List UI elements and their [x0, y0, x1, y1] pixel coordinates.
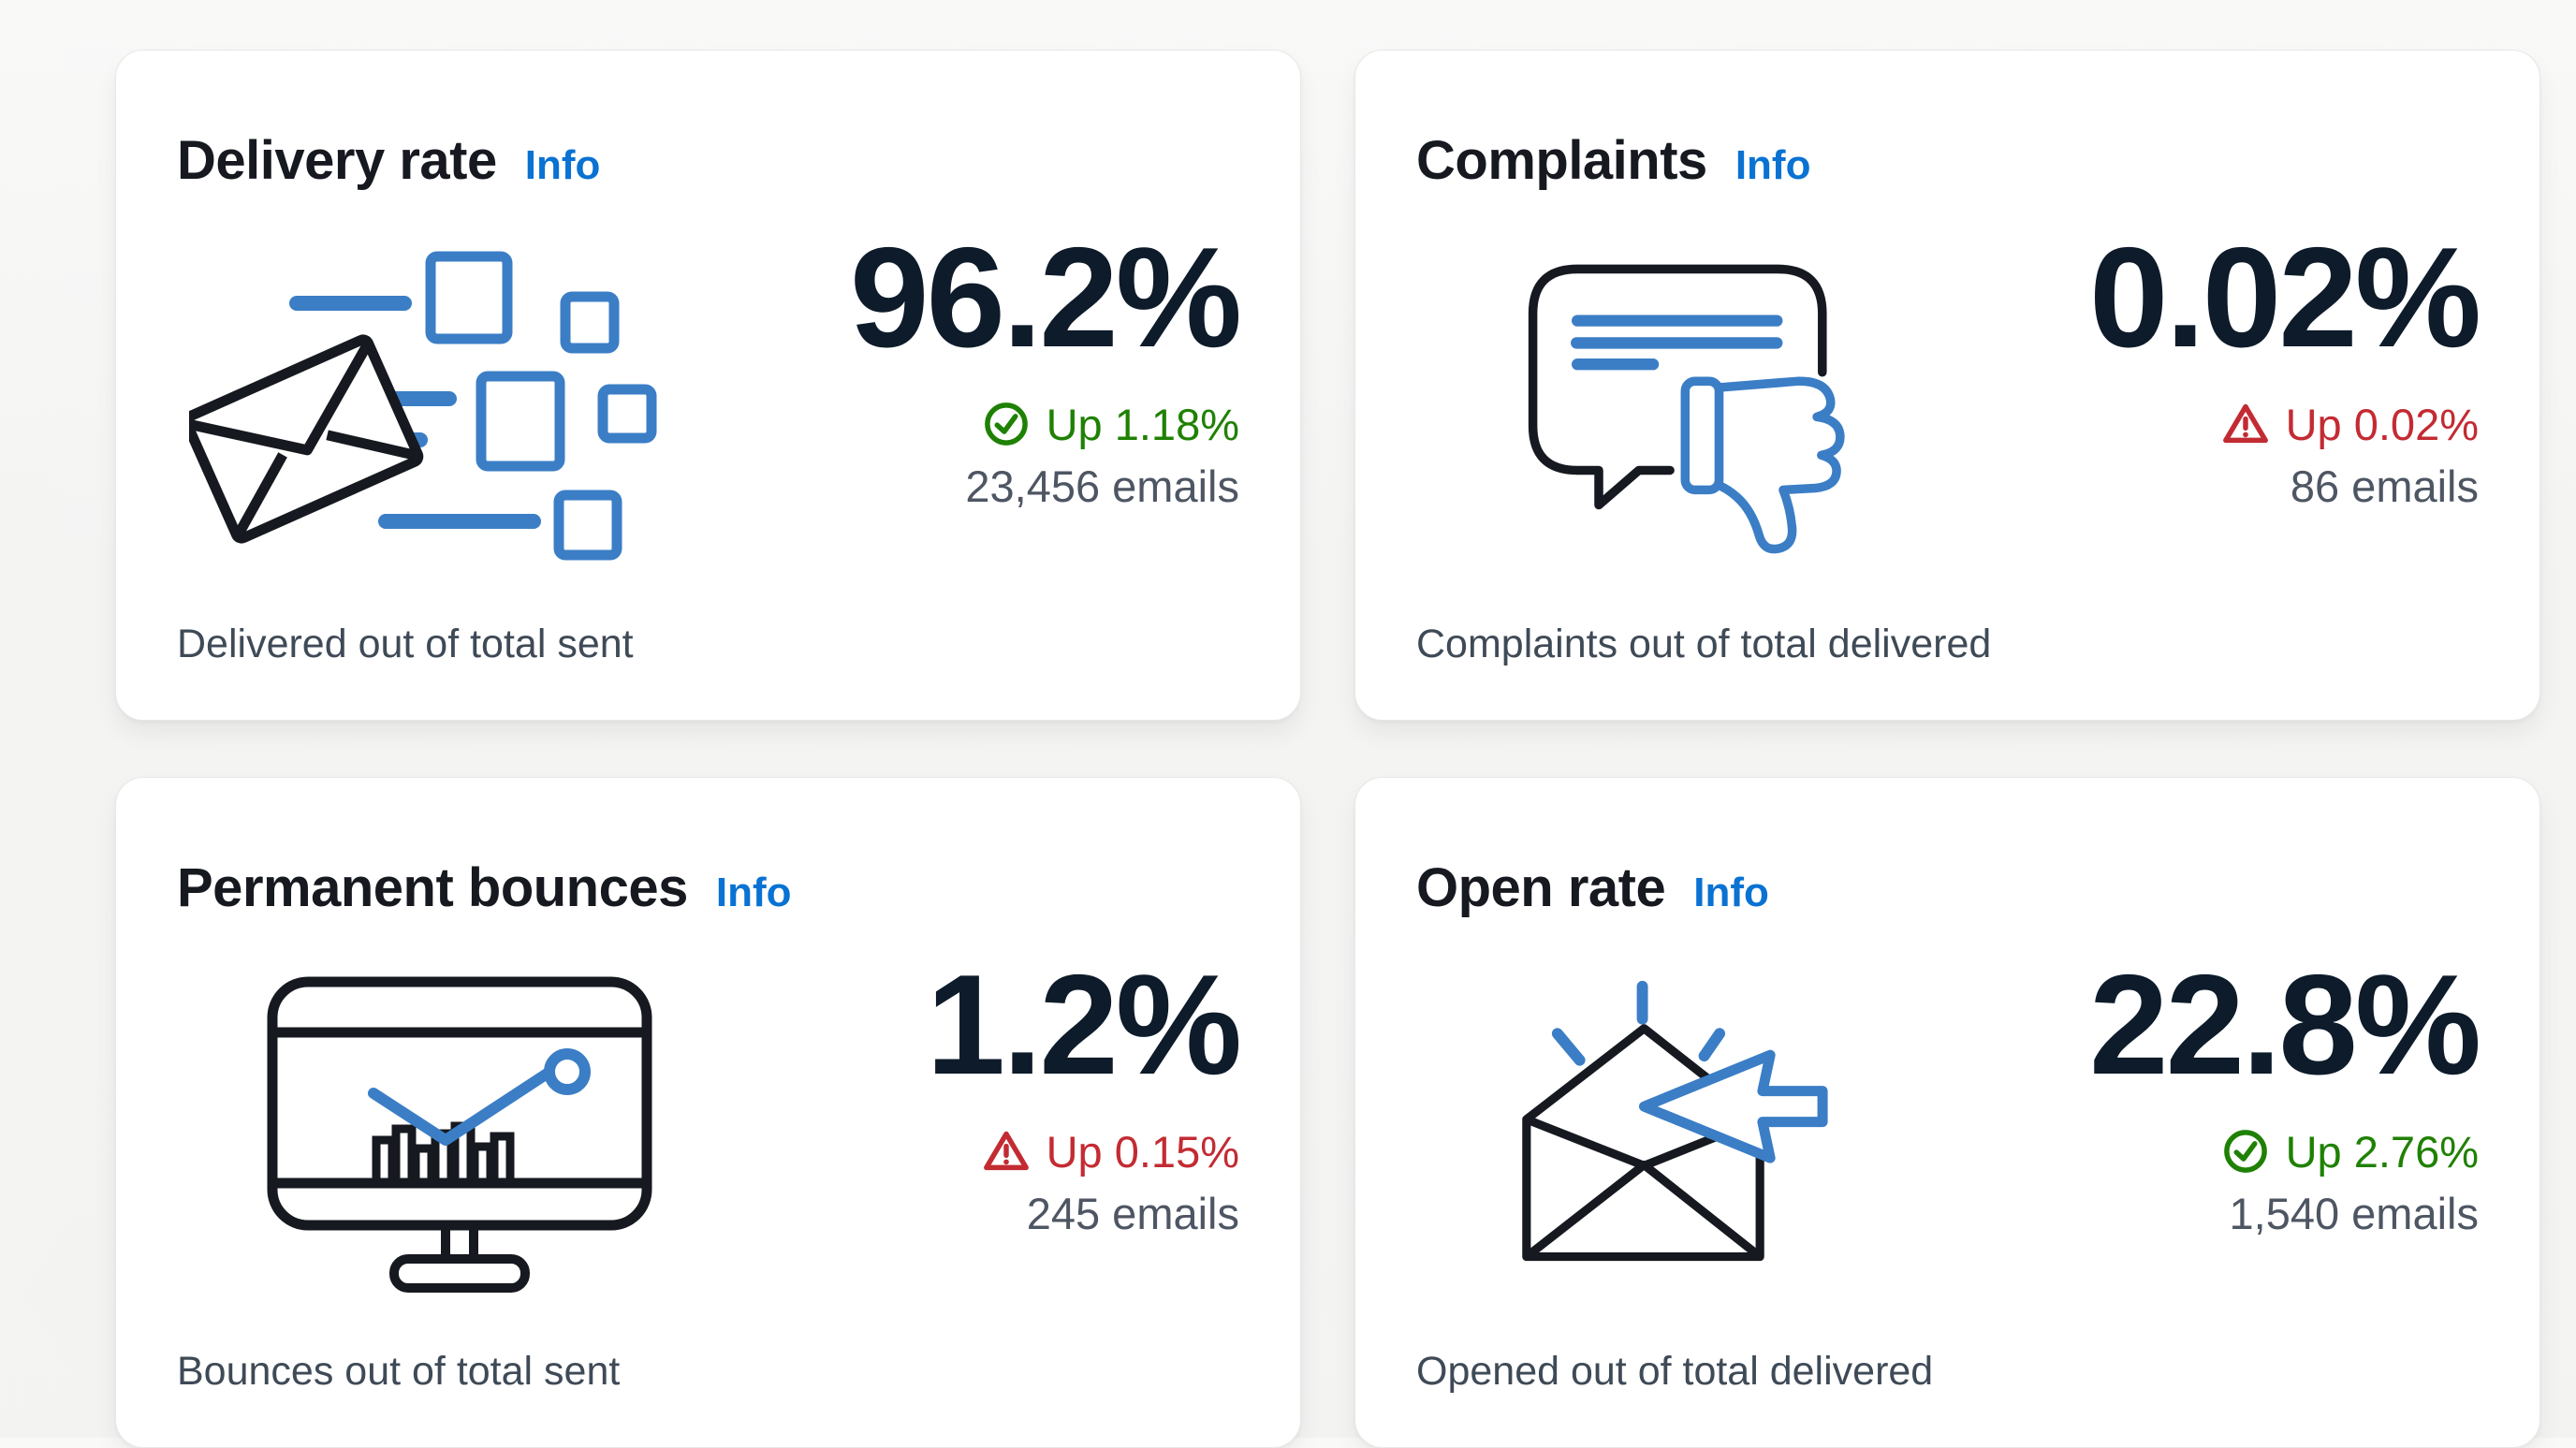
card-header: Complaints Info — [1416, 129, 1810, 192]
metric-card-complaints: Complaints Info 0.02% Up 0.02% — [1354, 50, 2540, 721]
info-link[interactable]: Info — [1693, 870, 1769, 915]
open-envelope-cursor-icon — [1522, 980, 1828, 1262]
delta-label: Up 0.02% — [2285, 399, 2479, 449]
metric-value: 0.02% — [2089, 218, 2481, 377]
metric-caption: Complaints out of total delivered — [1416, 622, 1992, 666]
card-header: Open rate Info — [1416, 856, 1769, 919]
card-title: Open rate — [1416, 857, 1666, 918]
metric-value: 96.2% — [850, 218, 1242, 377]
info-link[interactable]: Info — [1734, 142, 1811, 188]
metric-card-delivery-rate: Delivery rate Info 96.2% — [115, 50, 1301, 721]
value-block: 0.02% Up 0.02% 86 emails — [2089, 218, 2481, 511]
metric-caption: Bounces out of total sent — [177, 1349, 621, 1394]
card-header: Permanent bounces Info — [177, 856, 792, 919]
metric-card-permanent-bounces: Permanent bounces Info 1.2% — [115, 777, 1301, 1448]
metric-card-open-rate: Open rate Info 22.8% — [1354, 777, 2540, 1448]
delta-row: Up 0.02% — [2089, 401, 2479, 447]
monitor-bar-chart-icon — [267, 976, 652, 1293]
comment-thumbs-down-icon — [1528, 264, 1845, 554]
value-block: 22.8% Up 2.76% 1,540 emails — [2089, 945, 2481, 1238]
check-circle-icon — [984, 402, 1028, 446]
metric-value: 1.2% — [926, 945, 1242, 1104]
warning-triangle-icon — [2222, 403, 2268, 444]
delta-row: Up 0.15% — [927, 1128, 1239, 1175]
delta-label: Up 1.18% — [1046, 399, 1239, 449]
email-count: 245 emails — [1026, 1189, 1239, 1238]
delta-row: Up 2.76% — [2089, 1128, 2479, 1175]
metric-value: 22.8% — [2089, 945, 2481, 1104]
value-block: 96.2% Up 1.18% 23,456 emails — [850, 218, 1242, 511]
info-link[interactable]: Info — [524, 142, 601, 188]
metric-caption: Delivered out of total sent — [177, 622, 634, 666]
card-header: Delivery rate Info — [177, 129, 600, 192]
warning-triangle-icon — [983, 1131, 1029, 1171]
metric-caption: Opened out of total delivered — [1416, 1349, 1934, 1394]
info-link[interactable]: Info — [715, 870, 792, 915]
email-count: 1,540 emails — [2229, 1189, 2480, 1238]
card-title: Complaints — [1416, 130, 1707, 191]
envelope-sending-icon — [189, 251, 657, 561]
email-count: 23,456 emails — [965, 461, 1239, 511]
delta-label: Up 2.76% — [2285, 1126, 2479, 1177]
check-circle-icon — [2223, 1130, 2267, 1173]
card-title: Delivery rate — [177, 130, 497, 191]
delta-row: Up 1.18% — [850, 401, 1239, 447]
delta-label: Up 0.15% — [1046, 1126, 1239, 1177]
email-count: 86 emails — [2290, 461, 2479, 511]
card-title: Permanent bounces — [177, 857, 688, 918]
value-block: 1.2% Up 0.15% 245 emails — [926, 945, 1242, 1238]
